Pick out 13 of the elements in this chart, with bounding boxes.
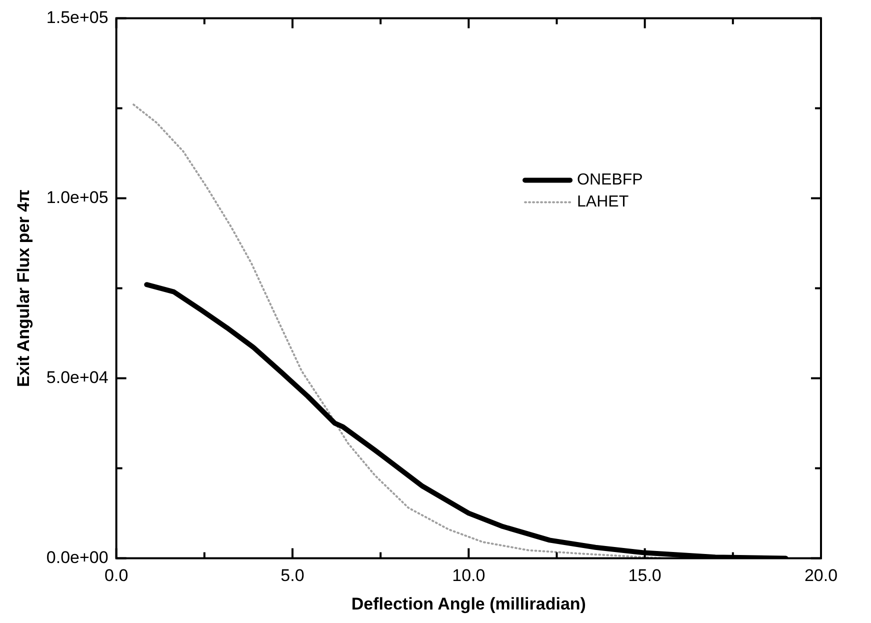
- x-tick-label: 15.0: [628, 566, 662, 586]
- y-tick-label: 1.5e+05: [46, 8, 108, 27]
- y-tick-label: 0.0e+00: [46, 548, 108, 567]
- y-tick-label: 5.0e+04: [46, 368, 108, 387]
- x-tick-label: 5.0: [280, 566, 304, 586]
- x-tick-label: 10.0: [452, 566, 486, 586]
- x-axis-title: Deflection Angle (milliradian): [351, 594, 586, 614]
- y-tick-label: 1.0e+05: [46, 188, 108, 207]
- legend-label: ONEBFP: [577, 172, 643, 189]
- legend-label: LAHET: [577, 194, 629, 211]
- y-axis-title: Exit Angular Flux per 4π: [14, 189, 33, 387]
- x-tick-label: 0.0: [104, 566, 128, 586]
- x-tick-label: 20.0: [804, 566, 838, 586]
